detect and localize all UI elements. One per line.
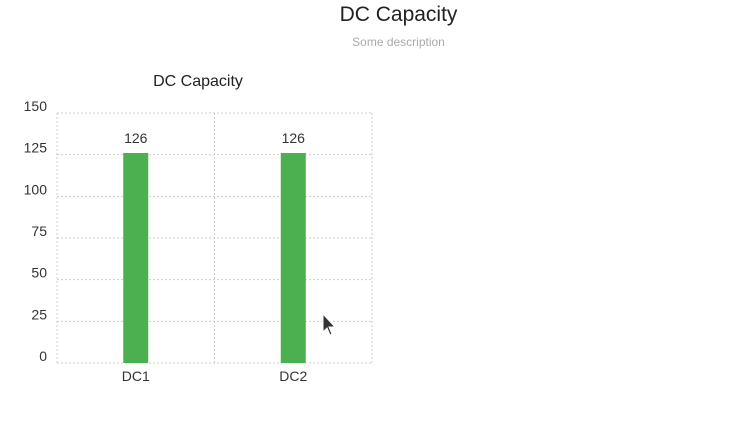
- bar-dc2[interactable]: [280, 153, 306, 363]
- bar-value-label: 126: [282, 130, 306, 146]
- y-tick-label: 50: [31, 265, 47, 281]
- y-tick-label: 75: [31, 223, 47, 239]
- mouse-cursor-icon: [322, 313, 337, 336]
- chart-labels: 0 25 50 75 100 125 150 126 DC1 126 DC2: [24, 98, 308, 384]
- y-tick-label: 0: [39, 348, 47, 364]
- x-tick-label: DC2: [279, 368, 307, 384]
- chart-grid: [56, 112, 373, 364]
- y-tick-label: 150: [24, 98, 48, 114]
- y-tick-label: 25: [31, 306, 47, 322]
- y-tick-label: 100: [24, 181, 48, 197]
- bar-dc1[interactable]: [123, 153, 149, 363]
- page-subtitle: Some description: [352, 35, 445, 49]
- y-tick-label: 125: [24, 140, 48, 156]
- chart-bars: [123, 153, 306, 363]
- bar-value-label: 126: [124, 130, 148, 146]
- x-tick-label: DC1: [122, 368, 150, 384]
- page-title: DC Capacity: [339, 3, 458, 26]
- chart-title: DC Capacity: [153, 73, 243, 90]
